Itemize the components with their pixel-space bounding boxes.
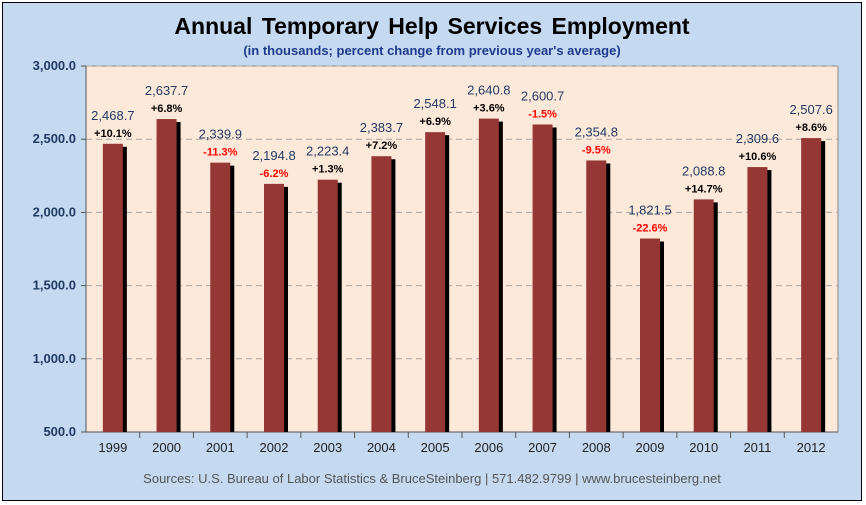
percent-change-label: +8.6%: [795, 122, 827, 134]
x-tick-label: 2007: [528, 440, 557, 455]
plot-area: [85, 65, 839, 433]
percent-change-label: -11.3%: [203, 147, 237, 159]
x-tick-label: 2008: [582, 440, 611, 455]
x-tick-label: 2004: [367, 440, 396, 455]
y-tick-label: 3,000.0: [33, 58, 76, 73]
source-note: Sources: U.S. Bureau of Labor Statistics…: [143, 471, 721, 486]
percent-change-label: +3.6%: [473, 103, 505, 115]
percent-change-label: +10.1%: [94, 128, 132, 140]
y-tick-label: 500.0: [43, 424, 76, 439]
bar: [640, 238, 660, 432]
bar: [425, 132, 446, 433]
value-label: 2,354.8: [575, 124, 618, 139]
percent-change-label: -6.2%: [260, 168, 289, 180]
value-label: 1,821.5: [628, 203, 671, 218]
x-tick-label: 2009: [636, 440, 665, 455]
value-label: 2,088.8: [682, 163, 725, 178]
value-label: 2,383.7: [360, 120, 403, 135]
x-tick-label: 2002: [260, 440, 289, 455]
bar: [532, 124, 553, 432]
bar: [264, 183, 284, 432]
chart-title: Annual Temporary Help Services Employmen…: [174, 13, 690, 39]
bar: [747, 167, 768, 432]
value-label: 2,194.8: [252, 148, 295, 163]
value-label: 2,468.7: [91, 108, 134, 123]
y-tick-label: 2,500.0: [33, 131, 76, 146]
value-label: 2,507.6: [789, 102, 832, 117]
bar: [210, 162, 231, 432]
value-label: 2,600.7: [521, 88, 564, 103]
bar: [801, 138, 822, 433]
x-tick-label: 2001: [206, 440, 235, 455]
percent-change-label: +6.9%: [419, 116, 451, 128]
percent-change-label: +6.8%: [151, 103, 183, 115]
percent-change-label: -1.5%: [528, 108, 557, 120]
bar: [156, 119, 177, 433]
y-tick-label: 1,000.0: [33, 351, 76, 366]
chart-subtitle: (in thousands; percent change from previ…: [243, 43, 621, 58]
percent-change-label: +10.6%: [739, 151, 777, 163]
bar: [317, 179, 338, 432]
x-tick-label: 2005: [421, 440, 450, 455]
percent-change-label: -22.6%: [633, 223, 668, 235]
bar: [371, 156, 392, 432]
x-tick-label: 2003: [313, 440, 342, 455]
value-label: 2,223.4: [306, 144, 349, 159]
percent-change-label: +7.2%: [366, 140, 398, 152]
bar: [102, 143, 123, 432]
value-label: 2,339.9: [199, 127, 242, 142]
x-tick-label: 2011: [743, 440, 771, 455]
percent-change-label: +14.7%: [685, 183, 723, 195]
percent-change-label: +1.3%: [312, 164, 344, 176]
x-tick-label: 2010: [689, 440, 718, 455]
value-label: 2,637.7: [145, 83, 188, 98]
x-tick-label: 1999: [98, 440, 127, 455]
value-label: 2,309.6: [736, 131, 779, 146]
x-tick-label: 2006: [474, 440, 503, 455]
bar: [693, 199, 714, 432]
y-tick-label: 1,500.0: [33, 278, 76, 293]
bar: [478, 118, 499, 432]
value-label: 2,548.1: [413, 96, 456, 111]
bar: [586, 160, 607, 432]
value-label: 2,640.8: [467, 83, 510, 98]
x-tick-label: 2000: [152, 440, 181, 455]
percent-change-label: -9.5%: [582, 144, 611, 156]
y-tick-label: 2,000.0: [33, 204, 76, 219]
x-tick-label: 2012: [797, 440, 826, 455]
